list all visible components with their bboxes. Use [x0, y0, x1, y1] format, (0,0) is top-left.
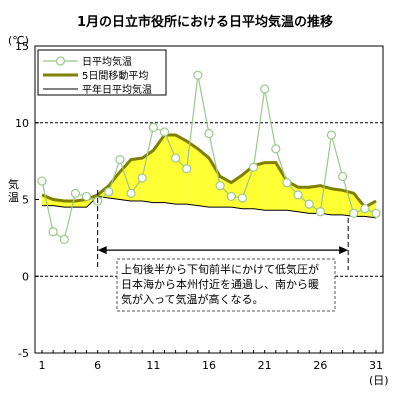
- daily-temperature-point: [182, 164, 192, 174]
- x-unit-label: (日): [369, 374, 389, 387]
- range-arrow-head-right: [339, 246, 349, 255]
- x-tick-label: 16: [202, 359, 216, 372]
- daily-temperature-point: [282, 178, 292, 188]
- fill-segment: [253, 162, 265, 211]
- annotation-line: 上旬後半から下旬前半にかけて低気圧が: [121, 262, 319, 276]
- y-tick-label: 15: [15, 40, 29, 53]
- y-axis-label: 気温: [8, 177, 19, 204]
- x-tick-label: 31: [369, 359, 383, 372]
- fill-segment: [331, 188, 343, 215]
- x-tick-label: 11: [146, 359, 160, 372]
- fill-segment: [153, 135, 165, 203]
- daily-temperature-point: [137, 173, 147, 183]
- daily-temperature-point: [171, 153, 181, 163]
- fill-segment: [175, 135, 187, 205]
- daily-temperature-point: [349, 208, 359, 218]
- chart-title: 1月の日立市役所における日平均気温の推移: [77, 14, 333, 30]
- fill-segment: [275, 162, 287, 211]
- y-axis-label-char: 温: [8, 191, 19, 204]
- fill-segment: [186, 141, 198, 206]
- range-arrow-head-left: [97, 246, 107, 255]
- y-unit-label: (℃): [8, 34, 29, 47]
- fill-segment: [286, 181, 299, 212]
- x-tick-label: 6: [94, 359, 101, 372]
- fill-segment: [264, 162, 276, 211]
- annotation-line: 日本海から本州付近を通過し、南から暖: [121, 277, 319, 291]
- daily-temperature-point: [226, 191, 236, 202]
- daily-temperature-point: [126, 188, 136, 198]
- y-tick-label: -5: [18, 347, 29, 360]
- annotation-box: [116, 258, 336, 312]
- y-tick-label: 5: [22, 194, 29, 207]
- daily-temperature-point: [260, 84, 270, 94]
- annotation-line: 気が入って気温が高くなる。: [121, 292, 263, 306]
- daily-temperature-point: [315, 207, 325, 217]
- legend-entry-daily-label: 日平均気温: [82, 55, 132, 68]
- y-tick-label: 10: [15, 117, 29, 130]
- y-tick-label: 0: [22, 270, 29, 283]
- y-axis-label-char: 気: [8, 177, 19, 191]
- daily-markers: [37, 70, 381, 245]
- x-tick-label: 1: [39, 359, 46, 372]
- daily-temperature-point: [293, 190, 303, 200]
- daily-temperature-point: [37, 176, 47, 186]
- daily-temperature-point: [371, 208, 381, 218]
- legend-entry-moving-average-label: 5日間移動平均: [82, 69, 148, 82]
- daily-temperature-point: [159, 127, 170, 137]
- daily-temperature-point: [326, 130, 337, 140]
- daily-temperature-point: [204, 128, 214, 139]
- daily-temperature-point: [70, 188, 81, 198]
- daily-temperature-point: [360, 204, 370, 214]
- daily-temperature-point: [193, 70, 203, 80]
- daily-temperature-point: [59, 234, 69, 245]
- x-tick-label: 26: [313, 359, 327, 372]
- daily-temperature-point: [81, 191, 92, 202]
- daily-temperature-point: [115, 154, 125, 165]
- legend-entry-daily-marker: [55, 56, 66, 66]
- daily-temperature-point: [271, 144, 281, 154]
- annotation: 上旬後半から下旬前半にかけて低気圧が日本海から本州付近を通過し、南から暖気が入っ…: [97, 190, 349, 312]
- x-tick-label: 21: [258, 359, 272, 372]
- legend-entry-normal-label: 平年日平均気温: [82, 83, 152, 96]
- daily-temperature-point: [48, 227, 58, 237]
- fill-segment: [209, 158, 221, 208]
- daily-temperature-point: [215, 181, 225, 191]
- daily-temperature-point: [304, 199, 314, 209]
- fill-segment: [197, 148, 209, 208]
- daily-temperature-point: [148, 122, 158, 132]
- daily-temperature-point: [104, 187, 114, 197]
- daily-temperature-point: [248, 162, 259, 172]
- daily-temperature-point: [338, 171, 348, 182]
- daily-temperature-point: [237, 193, 247, 203]
